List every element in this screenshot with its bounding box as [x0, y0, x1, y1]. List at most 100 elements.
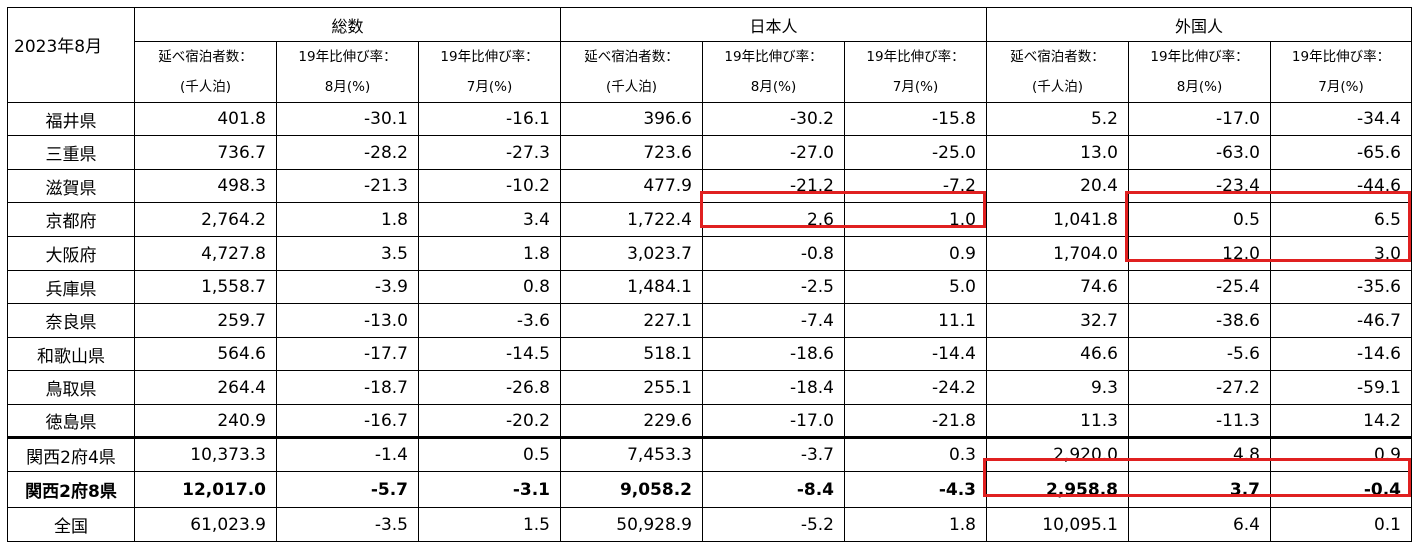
row-label: 和歌山県: [7, 337, 135, 371]
table-cell: 12,017.0: [134, 471, 277, 508]
table-cell: -21.8: [844, 404, 987, 438]
table-cell: 9.3: [986, 370, 1129, 405]
table-cell: 229.6: [560, 404, 703, 438]
table-cell: 10,373.3: [134, 436, 277, 472]
row-label: 徳島県: [7, 404, 135, 438]
table-cell: -17.0: [1128, 102, 1271, 136]
table-row: 全国 61,023.9 -3.5 1.5 50,928.9 -5.2 1.8 10,095.1…: [7, 507, 1412, 542]
table-cell: -27.0: [702, 135, 845, 170]
table-cell: -20.2: [418, 404, 561, 438]
column-header-line1: 19年比伸び率：: [298, 49, 397, 65]
table-cell: 1,722.4: [560, 202, 703, 237]
table-cell: 1,484.1: [560, 270, 703, 304]
table-cell: 3.0: [1270, 236, 1412, 271]
table-cell: -27.3: [418, 135, 561, 170]
column-header: 19年比伸び率： 7月(%): [844, 41, 987, 103]
row-label: 三重県: [7, 135, 135, 170]
table-cell: -34.4: [1270, 102, 1412, 136]
table-cell: 564.6: [134, 337, 277, 371]
table-cell: 5.2: [986, 102, 1129, 136]
table-cell: -44.6: [1270, 169, 1412, 203]
table-row: 京都府 2,764.2 1.8 3.4 1,722.4 2.6 1.0 1,041.8 0.5 6…: [7, 202, 1412, 237]
table-cell: 10,095.1: [986, 507, 1129, 542]
column-header: 延べ宿泊者数： (千人泊): [134, 41, 277, 103]
table-cell: 50,928.9: [560, 507, 703, 542]
table-cell: 1,704.0: [986, 236, 1129, 271]
column-header-line2: 8月(%): [1176, 79, 1223, 95]
row-label: 滋賀県: [7, 169, 135, 203]
table-cell: -8.4: [702, 471, 845, 508]
table-cell: -3.5: [276, 507, 419, 542]
table-row: 兵庫県 1,558.7 -3.9 0.8 1,484.1 -2.5 5.0 74.6 -25.4…: [7, 270, 1412, 304]
table-cell: -18.7: [276, 370, 419, 405]
group-header: 外国人: [986, 7, 1412, 42]
table-cell: -27.2: [1128, 370, 1271, 405]
column-header-line1: 延べ宿泊者数：: [584, 49, 679, 65]
row-label: 兵庫県: [7, 270, 135, 304]
table-cell: -11.3: [1128, 404, 1271, 438]
table-cell: -1.4: [276, 436, 419, 472]
table-cell: -15.8: [844, 102, 987, 136]
table-cell: 74.6: [986, 270, 1129, 304]
table-row: 三重県 736.7 -28.2 -27.3 723.6 -27.0 -25.0 13.0 -63…: [7, 135, 1412, 170]
table-row: 福井県 401.8 -30.1 -16.1 396.6 -30.2 -15.8 5.2 -17.…: [7, 102, 1412, 136]
table-cell: 7,453.3: [560, 436, 703, 472]
table-cell: 4,727.8: [134, 236, 277, 271]
table-cell: -14.4: [844, 337, 987, 371]
table-cell: -18.4: [702, 370, 845, 405]
table-cell: 396.6: [560, 102, 703, 136]
table-cell: 2,920.0: [986, 436, 1129, 472]
table-cell: -10.2: [418, 169, 561, 203]
column-header-line2: 7月(%): [892, 79, 939, 95]
table-cell: -25.0: [844, 135, 987, 170]
table-cell: -0.4: [1270, 471, 1412, 508]
table-cell: 5.0: [844, 270, 987, 304]
table-cell: -28.2: [276, 135, 419, 170]
column-header: 延べ宿泊者数： (千人泊): [560, 41, 703, 103]
group-header-row: 2023年8月 総数 日本人 外国人: [7, 7, 1412, 103]
table-cell: -59.1: [1270, 370, 1412, 405]
table-cell: 259.7: [134, 303, 277, 338]
table-cell: 12.0: [1128, 236, 1271, 271]
table-cell: 32.7: [986, 303, 1129, 338]
column-header-line2: 7月(%): [1318, 79, 1364, 95]
column-header: 19年比伸び率： 7月(%): [1270, 41, 1412, 103]
table-cell: -16.1: [418, 102, 561, 136]
table-cell: 723.6: [560, 135, 703, 170]
column-header-line2: (千人泊): [1031, 79, 1084, 95]
table-cell: -21.3: [276, 169, 419, 203]
table-cell: 11.3: [986, 404, 1129, 438]
table-cell: -0.8: [702, 236, 845, 271]
table-cell: -21.2: [702, 169, 845, 203]
table-cell: -5.7: [276, 471, 419, 508]
table-cell: -38.6: [1128, 303, 1271, 338]
table-cell: -7.4: [702, 303, 845, 338]
table-cell: -4.3: [844, 471, 987, 508]
table-cell: -17.7: [276, 337, 419, 371]
table-cell: 2.6: [702, 202, 845, 237]
table-cell: 0.9: [1270, 436, 1412, 472]
column-header-line2: 8月(%): [750, 79, 797, 95]
row-label: 関西2府8県: [7, 471, 135, 508]
table-cell: -3.6: [418, 303, 561, 338]
table-row: 大阪府 4,727.8 3.5 1.8 3,023.7 -0.8 0.9 1,704.0 12.…: [7, 236, 1412, 271]
table-cell: -65.6: [1270, 135, 1412, 170]
table-row: 関西2府4県 10,373.3 -1.4 0.5 7,453.3 -3.7 0.3 2,920…: [7, 436, 1412, 472]
row-label: 大阪府: [7, 236, 135, 271]
table-cell: 227.1: [560, 303, 703, 338]
table-cell: -46.7: [1270, 303, 1412, 338]
table-cell: 1.8: [844, 507, 987, 542]
table-cell: -13.0: [276, 303, 419, 338]
table-cell: -63.0: [1128, 135, 1271, 170]
table-cell: 20.4: [986, 169, 1129, 203]
column-header-line1: 19年比伸び率：: [1150, 49, 1249, 65]
table-cell: 14.2: [1270, 404, 1412, 438]
table-cell: 13.0: [986, 135, 1129, 170]
table-row: 関西2府8県 12,017.0 -5.7 -3.1 9,058.2 -8.4 -4.3 2,9…: [7, 471, 1412, 508]
column-header-line1: 19年比伸び率：: [866, 49, 965, 65]
column-header-line1: 19年比伸び率：: [724, 49, 823, 65]
table-cell: -2.5: [702, 270, 845, 304]
sub-header-row: 延べ宿泊者数： (千人泊) 19年比伸び率： 8月(%) 19年比伸び率： 7月(%) 延べ…: [8, 41, 1412, 103]
group-header: 総数: [134, 7, 561, 42]
table-cell: 255.1: [560, 370, 703, 405]
